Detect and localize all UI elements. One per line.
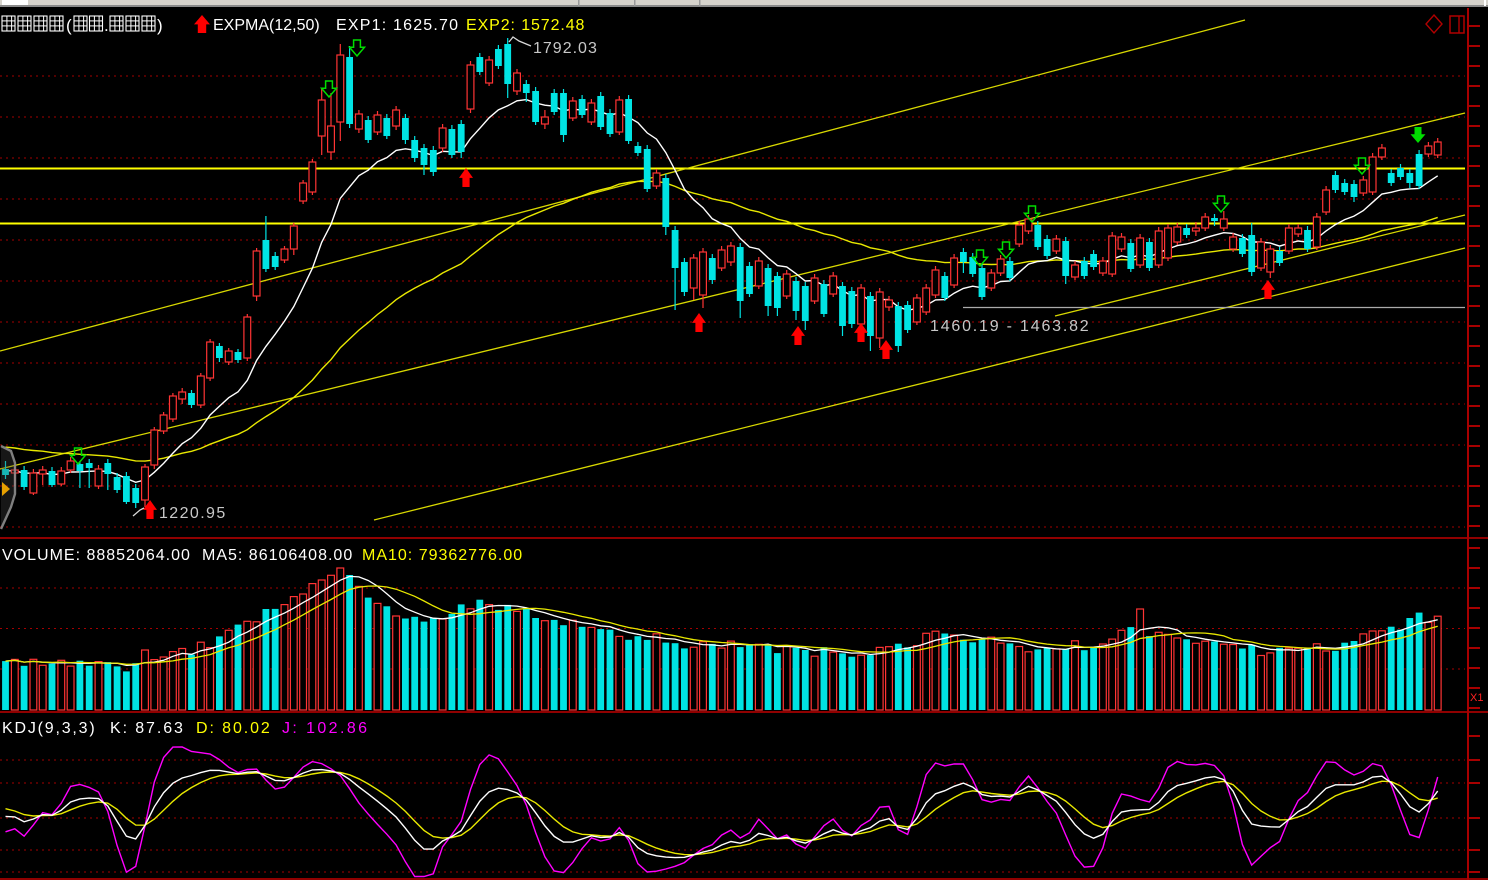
svg-text:1220.95: 1220.95 (159, 505, 227, 522)
svg-text:.: . (104, 16, 109, 35)
svg-text:MA10: 79362776.00: MA10: 79362776.00 (362, 547, 523, 564)
svg-text:): ) (157, 16, 163, 35)
svg-text:1460.19 - 1463.82: 1460.19 - 1463.82 (930, 318, 1091, 335)
svg-text:EXP2: 1572.48: EXP2: 1572.48 (466, 17, 585, 34)
svg-text:X1: X1 (1470, 692, 1483, 704)
svg-text:KDJ(9,3,3): KDJ(9,3,3) (2, 720, 96, 737)
svg-text:EXP1: 1625.70: EXP1: 1625.70 (336, 17, 459, 34)
svg-text:J: 102.86: J: 102.86 (282, 720, 369, 737)
svg-text:1792.03: 1792.03 (533, 40, 598, 57)
svg-text:K: 87.63: K: 87.63 (110, 720, 185, 737)
svg-text:D: 80.02: D: 80.02 (196, 720, 272, 737)
svg-text:EXPMA(12,50): EXPMA(12,50) (213, 17, 320, 34)
svg-text:(: ( (66, 16, 72, 35)
svg-text:MA5: 86106408.00: MA5: 86106408.00 (202, 547, 353, 564)
svg-text:VOLUME: 88852064.00: VOLUME: 88852064.00 (2, 547, 191, 564)
